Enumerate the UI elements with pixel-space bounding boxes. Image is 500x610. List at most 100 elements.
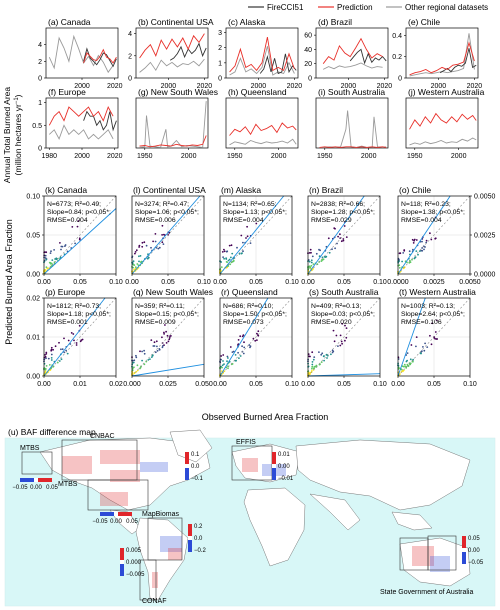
x-tick-label: 0.10 — [197, 279, 211, 286]
scatter-point — [61, 245, 64, 248]
series-line-prediction — [409, 41, 475, 76]
stats-line: Slope=0.15; p<0.05*; — [135, 311, 199, 318]
series-line-prediction — [48, 105, 114, 126]
inset-label: CNBAC — [90, 433, 115, 440]
panel-title: (q) New South Wales — [133, 287, 213, 297]
difference-patch — [110, 470, 140, 482]
x-tick-label: 1950 — [227, 153, 243, 160]
scatter-point — [50, 359, 53, 361]
scatter-point — [335, 334, 338, 337]
y-tick-label: 0.00 — [26, 272, 40, 279]
scatter-point — [231, 363, 234, 365]
scatter-point — [421, 350, 423, 352]
scatter-point — [223, 250, 226, 253]
axes-frame — [405, 27, 479, 79]
y-tick-label: 40 — [304, 47, 312, 54]
inset-label: MTBS — [58, 481, 78, 488]
stats-line: RMSE=0.004 — [47, 217, 88, 224]
scatter-point — [169, 335, 171, 337]
scatter-point — [147, 256, 150, 259]
x-tick-label: 1950 — [317, 153, 333, 160]
panel-title: (s) South Australia — [309, 287, 379, 297]
scatter-point — [309, 371, 311, 374]
scatter-point — [220, 355, 223, 357]
inset-label: MTBS — [20, 445, 40, 452]
timeseries-panel-5: (f) Europe 0 0.5 1 1980 2000 2020 — [32, 87, 122, 160]
scatter-point — [409, 363, 412, 366]
scatter-point — [323, 355, 325, 357]
scatter-point — [342, 239, 345, 242]
series-line-firecci51 — [349, 48, 387, 65]
one-to-one-line — [131, 195, 205, 275]
y-tick-label: 60 — [304, 33, 312, 40]
x-tick-label: 0.00 — [213, 279, 227, 286]
scatter-point — [134, 251, 137, 253]
scatter-point — [249, 345, 252, 348]
inset-box — [21, 451, 53, 475]
x-tick-label: 0.05 — [337, 381, 351, 388]
scatter-point — [237, 339, 240, 341]
series-line-other-regional-datasets — [139, 101, 207, 148]
colorbar-tick: −0.05 — [12, 485, 28, 491]
x-tick-label: 2000 — [361, 153, 377, 160]
legend-label-fireccI51: FireCCI51 — [267, 3, 304, 12]
inset-label: CONAF — [142, 598, 167, 605]
scatter-point — [141, 359, 144, 362]
scatter-point — [421, 240, 423, 243]
scatter-point — [143, 241, 146, 244]
colorbar-tick: −0.005 — [126, 572, 145, 578]
stats-line: Slope=1.50; p<0.05*; — [223, 311, 287, 318]
x-tick-label: 0.10 — [463, 381, 477, 388]
scatter-point — [406, 352, 409, 354]
scatter-point — [161, 241, 164, 244]
stats-line: RMSE=0.106 — [401, 319, 442, 326]
stats-line: Slope=1.06; p<0.05*; — [135, 209, 199, 216]
scatter-point — [154, 240, 157, 243]
y-tick-label: 0 — [38, 76, 42, 83]
y-tick-label: 2 — [218, 45, 222, 52]
colorbar-segment — [120, 564, 124, 576]
scatter-point — [157, 247, 160, 250]
scatter-point — [162, 345, 164, 347]
scatter-point — [135, 249, 138, 252]
axes-frame — [135, 97, 209, 149]
y-tick-label: 0.0050 — [474, 194, 496, 201]
scatter-point — [340, 240, 343, 243]
scatter-point — [412, 242, 415, 244]
y-tick-label: 0 — [38, 146, 42, 153]
scatter-point — [73, 339, 75, 342]
scatter-point — [156, 349, 159, 352]
colorbar-segment — [272, 464, 276, 468]
scatter-point — [226, 250, 229, 253]
scatter-point — [54, 345, 57, 348]
colorbar-tick: 0.000 — [126, 560, 142, 566]
stats-line: RMSE=0.073 — [223, 319, 264, 326]
scatter-point — [331, 349, 334, 352]
panel-title: (g) New South Wales — [138, 87, 218, 97]
panel-title: (o) Chile — [399, 185, 431, 195]
panel-title: (k) Canada — [45, 185, 87, 195]
colorbar-segment — [188, 524, 192, 536]
scatter-point — [55, 257, 58, 260]
scatter-point — [343, 225, 346, 227]
scatter-point — [74, 242, 76, 245]
scatter-point — [223, 363, 225, 365]
land-greenland — [169, 429, 213, 463]
scatter-point — [229, 346, 232, 348]
stats-line: RMSE=0.009 — [135, 319, 176, 326]
series-line-prediction — [229, 122, 297, 136]
x-tick-label: 0.00 — [391, 381, 405, 388]
scatter-point — [334, 247, 336, 250]
scatter-point — [154, 351, 157, 354]
scatter-point — [415, 250, 418, 253]
scatter-point — [151, 354, 154, 357]
scatter-point — [44, 354, 46, 356]
panel-title: (m) Alaska — [221, 185, 261, 195]
colorbar-tick: 0.05 — [468, 536, 480, 542]
x-tick-label: 0.10 — [109, 279, 123, 286]
scatter-point — [436, 319, 438, 322]
scatter-point — [45, 251, 48, 254]
scatter-point — [403, 249, 406, 251]
y-tick-label: 4 — [38, 42, 42, 49]
scatter-point — [147, 359, 150, 361]
